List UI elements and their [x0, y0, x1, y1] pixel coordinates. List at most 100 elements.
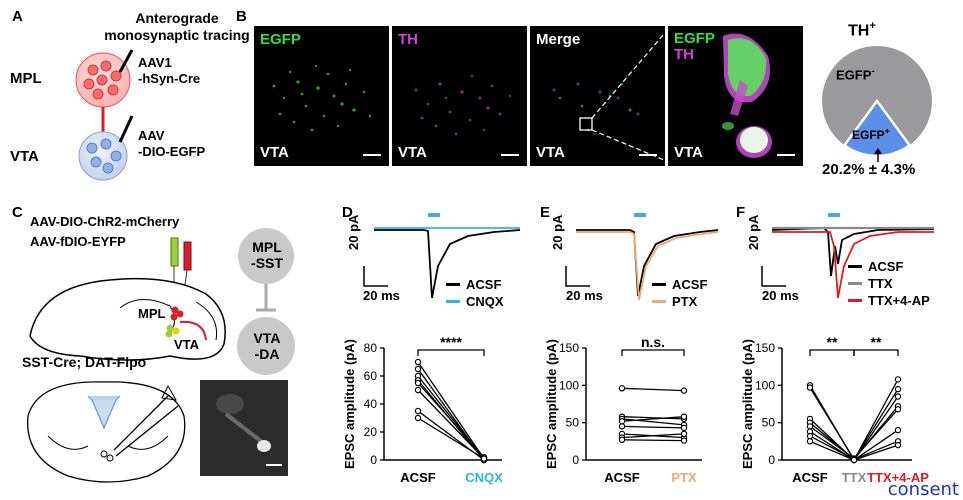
x-category-label: PTX	[671, 470, 697, 485]
micrograph-egfp-channel: EGFP	[260, 31, 301, 48]
pie-neg-text: EGFP	[836, 67, 872, 83]
data-point	[414, 358, 422, 366]
data-point	[894, 441, 902, 449]
legend-swatch	[848, 282, 862, 285]
x-category-label: ACSF	[792, 470, 827, 485]
data-point	[414, 379, 422, 387]
data-point	[894, 405, 902, 413]
data-point	[806, 423, 814, 430]
y-tick-label: 150	[559, 341, 579, 355]
micrograph-zoom-region: VTA	[674, 144, 703, 161]
paired-line	[417, 417, 485, 460]
virus-eyfp-label: AAV-fDIO-EYFP	[30, 234, 126, 249]
legend-label: TTX+4-AP	[868, 293, 930, 308]
zoom-box	[579, 117, 593, 131]
legend-e-item-acsf: ACSF	[652, 276, 707, 293]
legend-label: CNQX	[466, 294, 504, 309]
panel-letter-b: B	[236, 8, 247, 25]
y-tick-label: 60	[364, 369, 378, 383]
pie-caption: 20.2% ± 4.3%	[822, 161, 916, 178]
panel-letter-f: F	[736, 204, 746, 221]
legend-e: ACSF PTX	[652, 276, 707, 310]
x-category-label: ACSF	[400, 470, 435, 485]
micrograph-zoom-channel-1: EGFP	[674, 30, 715, 47]
y-tick-label: 100	[755, 378, 775, 392]
data-point	[850, 456, 858, 464]
paired-line	[417, 382, 485, 458]
legend-d-item-acsf: ACSF	[446, 276, 504, 293]
y-tick-label: 0	[572, 453, 579, 467]
consent-link[interactable]: consent	[887, 479, 959, 500]
y-tick-label: 80	[364, 341, 378, 355]
pie-label-positive: EGFP+	[852, 126, 890, 142]
y-tick-label: 0	[370, 453, 377, 467]
egfp-signal	[272, 64, 372, 132]
coronal-slice-schematic	[27, 381, 186, 483]
tracing-schematic	[75, 49, 134, 181]
merge-signal	[552, 33, 665, 161]
data-point	[618, 423, 626, 430]
y-tick-label: 0	[768, 453, 775, 467]
pie-pointer	[874, 148, 882, 162]
virus-top-label: AAV1 -hSyn-Cre	[138, 55, 200, 87]
scale-bar	[639, 154, 657, 156]
trace-e	[565, 213, 719, 301]
data-point	[894, 385, 902, 393]
legend-f-item-ttx4ap: TTX+4-AP	[848, 292, 930, 309]
trace-f-scale-y: 20 pA	[746, 214, 761, 250]
legend-swatch	[446, 283, 460, 286]
y-axis-label: EPSC amplitude (pA)	[544, 339, 559, 469]
paired-line	[621, 418, 685, 426]
brain-mpl-label: MPL	[138, 306, 166, 321]
sagittal-brain-schematic	[29, 237, 226, 361]
trace-ttx-4ap	[772, 231, 934, 299]
micrograph-th-region: VTA	[398, 144, 427, 161]
stim-bar	[828, 213, 840, 217]
y-axis-label: EPSC amplitude (pA)	[342, 339, 357, 469]
paired-line	[621, 425, 685, 429]
data-point	[680, 437, 688, 444]
virus-chr2-label: AAV-DIO-ChR2-mCherry	[30, 214, 180, 229]
trace-d-scale-y: 20 pA	[346, 214, 361, 250]
y-axis-label: EPSC amplitude (pA)	[740, 339, 755, 469]
scale-bar	[363, 154, 381, 156]
panel-a-title-line1: Anterograde	[135, 10, 219, 26]
data-point	[480, 455, 488, 462]
micrograph-merge: Merge VTA	[530, 26, 665, 166]
significance-bracket	[809, 349, 855, 356]
trace-f	[761, 213, 935, 299]
legend-label: ACSF	[868, 259, 904, 274]
y-tick-label: 50	[762, 416, 776, 430]
legend-f-item-acsf: ACSF	[848, 258, 930, 275]
data-point	[618, 417, 626, 425]
y-tick-label: 150	[755, 341, 775, 355]
virus-bottom-label: AAV -DIO-EGFP	[138, 128, 205, 160]
trace-e-scale-y: 20 pA	[550, 214, 565, 250]
patch-image-content	[200, 380, 288, 476]
x-category-label: TTX	[842, 470, 867, 485]
paired-line	[809, 379, 899, 462]
trace-f-scale-x: 20 ms	[762, 288, 799, 303]
micrograph-zoom-channel-2: TH	[674, 46, 694, 63]
patch-image	[200, 380, 288, 476]
micrograph-merge-channel: Merge	[536, 31, 581, 48]
virus-bottom-line1: AAV	[138, 128, 165, 143]
paired-line	[809, 396, 899, 461]
legend-label: PTX	[672, 294, 698, 309]
trace-acsf	[771, 227, 935, 277]
paired-line	[809, 405, 899, 461]
micrograph-zoom-channels: EGFP TH	[674, 31, 715, 63]
y-tick-label: 20	[364, 425, 378, 439]
panel-letter-e: E	[540, 204, 551, 221]
stim-bar	[428, 213, 440, 217]
legend-f-item-ttx: TTX	[848, 275, 930, 292]
panel-letter-c: C	[12, 204, 23, 221]
paired-line	[621, 416, 685, 422]
pie-pos-sup: +	[884, 126, 890, 136]
data-point	[618, 385, 626, 392]
legend-e-item-ptx: PTX	[652, 293, 707, 310]
y-tick-label: 50	[566, 416, 580, 430]
panel-c-viruses: AAV-DIO-ChR2-mCherry AAV-fDIO-EYFP	[30, 212, 179, 252]
panel-letter-d: D	[342, 204, 353, 221]
circuit-vta-da: VTA -DA	[243, 330, 291, 362]
